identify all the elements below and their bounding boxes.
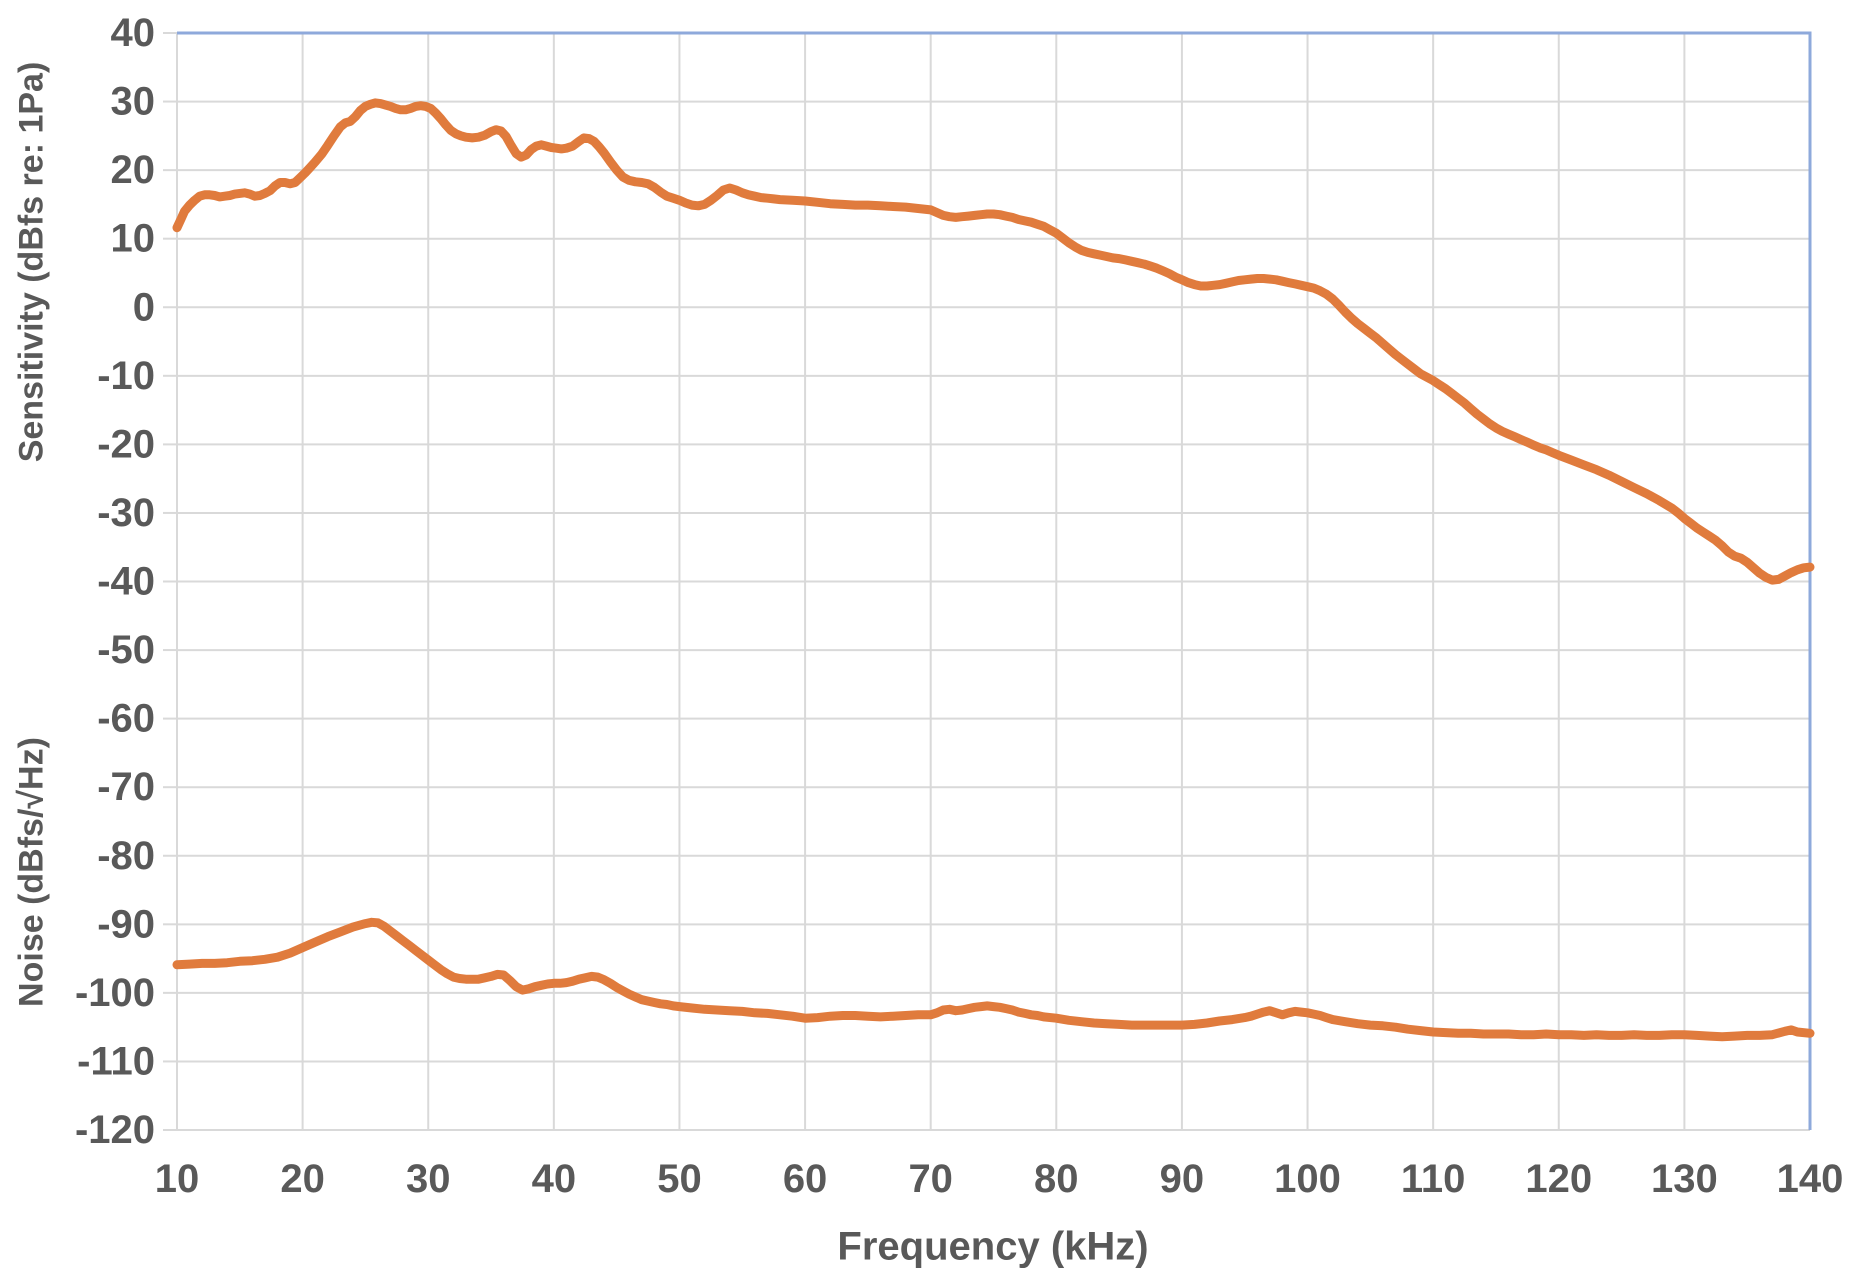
x-tick-label: 40	[532, 1157, 577, 1201]
x-axis-title: Frequency (kHz)	[837, 1224, 1149, 1269]
y-tick-label: -10	[97, 354, 155, 398]
y-tick-label: 0	[133, 285, 155, 329]
y-tick-label: 10	[111, 217, 156, 261]
y-tick-label: -50	[97, 628, 155, 672]
x-tick-label: 100	[1274, 1157, 1341, 1201]
y-tick-label: -90	[97, 902, 155, 946]
x-tick-label: 90	[1160, 1157, 1205, 1201]
y-tick-label: -110	[77, 1039, 155, 1083]
y-tick-label: 30	[111, 80, 156, 124]
x-tick-label: 50	[657, 1157, 702, 1201]
x-tick-label: 20	[280, 1157, 325, 1201]
sensitivity-series-line	[172, 98, 1815, 585]
y-tick-label: -40	[97, 560, 155, 604]
y-axis-title-sensitivity: Sensitivity (dBfs re: 1Pa)	[12, 61, 51, 463]
y-tick-label: -60	[97, 697, 155, 741]
x-tick-label: 120	[1525, 1157, 1592, 1201]
y-tick-label: -80	[97, 834, 155, 878]
y-tick-label: -100	[75, 971, 155, 1015]
y-tick-label: -20	[97, 422, 155, 466]
chart-border	[177, 31, 1812, 1130]
x-tick-label: 70	[908, 1157, 953, 1201]
y-tick-label: 20	[111, 148, 156, 192]
x-tick-label: 110	[1401, 1157, 1466, 1201]
noise-series-line	[172, 917, 1815, 1042]
x-tick-label: 10	[155, 1157, 200, 1201]
x-tick-label: 80	[1034, 1157, 1079, 1201]
x-tick-label: 130	[1651, 1157, 1718, 1201]
y-tick-label: 40	[111, 11, 156, 55]
x-tick-label: 60	[783, 1157, 828, 1201]
y-tick-label: -30	[97, 491, 155, 535]
x-tick-label: 140	[1777, 1157, 1844, 1201]
y-tick-label: -70	[97, 765, 155, 809]
x-tick-label: 30	[406, 1157, 451, 1201]
y-tick-label: -120	[75, 1108, 155, 1152]
y-axis-title-noise: Noise (dBfs/√Hz)	[12, 737, 51, 1007]
